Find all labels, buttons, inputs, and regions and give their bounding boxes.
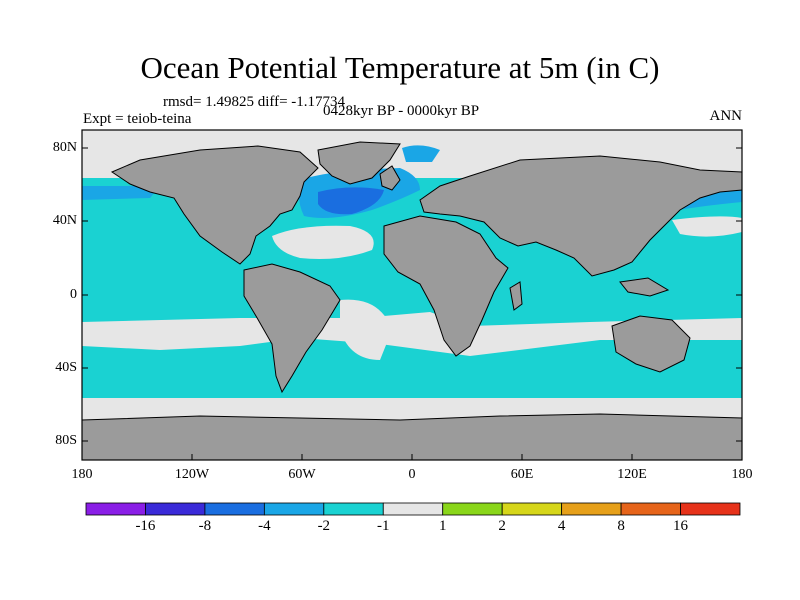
colorbar-swatch bbox=[145, 502, 206, 516]
lat-tick-40n: 40N bbox=[52, 213, 77, 228]
british-isles bbox=[379, 165, 401, 191]
colorbar-swatch bbox=[442, 502, 503, 516]
south-atlantic-neutral-zone bbox=[340, 299, 392, 360]
colorbar-swatch bbox=[85, 502, 146, 516]
colorbar-swatch bbox=[680, 502, 741, 516]
lon-tick-0: 0 bbox=[408, 467, 416, 482]
north-america bbox=[110, 145, 319, 265]
colorbar-swatch bbox=[620, 502, 681, 516]
lon-tick-60w: 60W bbox=[288, 467, 316, 482]
colorbar-tick-label: 2 bbox=[498, 518, 506, 534]
northeast-pacific-cool-anomaly bbox=[82, 186, 160, 200]
atlantic-gyre-neutral-zone bbox=[272, 225, 374, 259]
colorbar-swatch bbox=[501, 502, 563, 516]
colorbar-tick-label: -8 bbox=[198, 518, 212, 534]
colorbar-tick-label: 1 bbox=[438, 518, 447, 534]
colorbar-tick-label: -1 bbox=[377, 518, 390, 534]
period-label: 0428kyr BP - 0000kyr BP bbox=[323, 103, 480, 119]
map-panel bbox=[81, 129, 743, 461]
colorbar-swatch bbox=[382, 502, 444, 516]
colorbar-swatch bbox=[561, 502, 622, 516]
lat-tick-0: 0 bbox=[70, 287, 77, 302]
lon-tick-180w: 180 bbox=[71, 467, 93, 482]
lon-tick-180e: 180 bbox=[731, 467, 753, 482]
nordic-seas-cool-anomaly bbox=[402, 145, 440, 162]
colorbar-swatch bbox=[204, 502, 265, 516]
africa bbox=[383, 215, 509, 357]
lon-tick-60e: 60E bbox=[510, 467, 534, 482]
colorbar-tick-label: -2 bbox=[317, 518, 331, 534]
map-title: Ocean Potential Temperature at 5m (in C) bbox=[140, 50, 660, 85]
lat-tick-80s: 80S bbox=[55, 433, 77, 448]
colorbar bbox=[85, 502, 741, 516]
subtropical-south-neutral-band bbox=[82, 312, 742, 356]
colorbar-tick-label: 4 bbox=[557, 518, 566, 534]
colorbar-swatch bbox=[263, 502, 325, 516]
australia bbox=[611, 315, 691, 373]
lat-tick-80n: 80N bbox=[52, 140, 77, 155]
colorbar-tick-label: 8 bbox=[617, 518, 625, 534]
land-masses bbox=[81, 141, 743, 461]
eurasia bbox=[419, 155, 743, 277]
lon-tick-120e: 120E bbox=[617, 467, 647, 482]
experiment-label: Expt = teiob-teina bbox=[83, 111, 192, 127]
lon-tick-120w: 120W bbox=[174, 467, 210, 482]
greenland bbox=[317, 141, 401, 185]
antarctica bbox=[81, 413, 743, 461]
season-label: ANN bbox=[709, 108, 743, 124]
stats-label: rmsd= 1.49825 diff= -1.17734 bbox=[163, 94, 346, 110]
colorbar-swatch bbox=[323, 502, 384, 516]
madagascar bbox=[509, 281, 523, 311]
pacific-neutral-zone bbox=[672, 216, 742, 237]
south-america bbox=[243, 263, 341, 394]
map-axis-ticks bbox=[82, 147, 742, 460]
colorbar-tick-label: -4 bbox=[258, 518, 271, 534]
colorbar-tick-label: -16 bbox=[135, 518, 156, 534]
colorbar-tick-label: 16 bbox=[673, 518, 689, 534]
maritime-continent bbox=[619, 277, 670, 297]
north-atlantic-strong-cool-anomaly bbox=[318, 187, 384, 215]
lat-tick-40s: 40S bbox=[55, 360, 77, 375]
